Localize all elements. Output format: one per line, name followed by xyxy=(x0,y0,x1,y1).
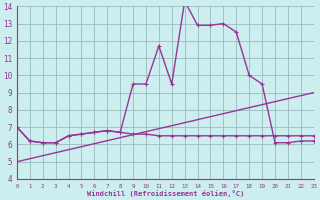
X-axis label: Windchill (Refroidissement éolien,°C): Windchill (Refroidissement éolien,°C) xyxy=(87,190,244,197)
